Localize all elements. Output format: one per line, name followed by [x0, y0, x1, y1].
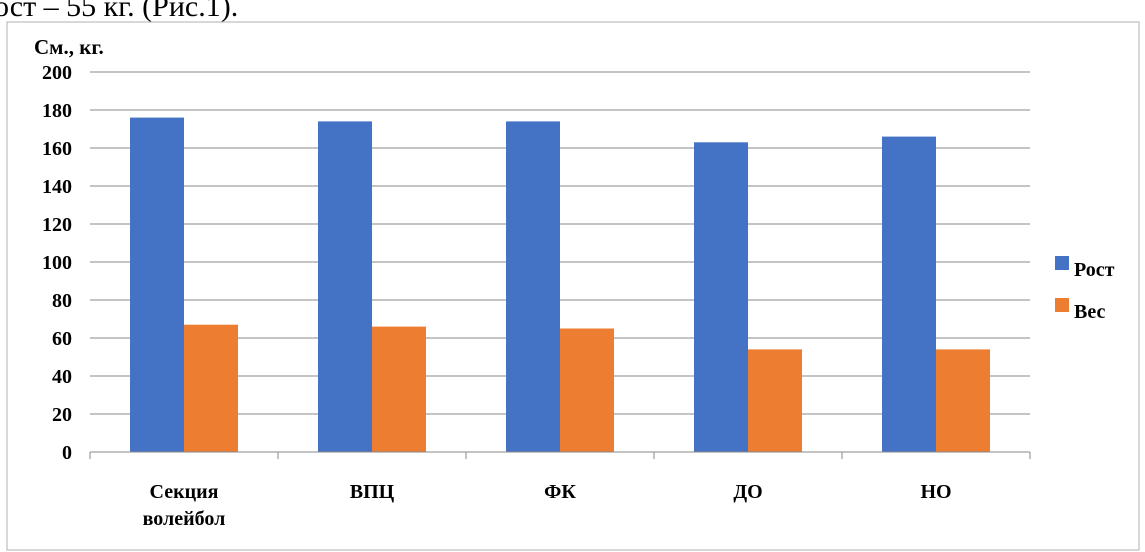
y-tick-label: 180	[42, 100, 72, 122]
bar-rost	[130, 117, 184, 452]
y-tick-label: 200	[42, 62, 72, 84]
bar-rost	[318, 121, 372, 453]
y-tick-label: 160	[42, 138, 72, 160]
bar-ves	[936, 349, 990, 452]
y-tick-labels: 0 20 40 60 80 100 120 140 160 180 200	[42, 62, 72, 464]
gridlines	[90, 71, 1030, 415]
y-tick-label: 100	[42, 252, 72, 274]
x-tick-label: НО	[920, 481, 951, 503]
y-tick-label: 40	[52, 366, 72, 388]
bar-rost	[694, 142, 748, 453]
bar-rost	[506, 121, 560, 453]
chart-frame	[6, 21, 1140, 551]
x-tick-label: ФК	[544, 481, 576, 503]
y-tick-label: 120	[42, 214, 72, 236]
x-tick-label: ДО	[733, 481, 762, 503]
bar-ves	[184, 324, 238, 452]
x-tick-label: Секция волейбол	[143, 481, 226, 530]
y-tick-label: 80	[52, 290, 72, 312]
legend-label: Рост	[1074, 259, 1115, 281]
y-tick-label: 0	[62, 442, 72, 464]
legend-label: Вес	[1074, 301, 1105, 323]
legend-swatch	[1055, 298, 1069, 312]
bars	[130, 117, 990, 453]
x-axis	[89, 451, 1031, 459]
bar-ves	[560, 328, 614, 452]
x-tick-label: ВПЦ	[350, 481, 395, 503]
header-text-fragment: ост – 55 кг. (Рис.1).	[0, 0, 238, 23]
legend-swatch	[1055, 256, 1069, 270]
x-tick-labels: Секция волейбол ВПЦ ФК ДО НО	[143, 481, 952, 530]
bar-rost	[882, 136, 936, 452]
y-tick-label: 140	[42, 176, 72, 198]
bar-ves	[372, 326, 426, 452]
bar-ves	[748, 349, 802, 452]
y-tick-label: 20	[52, 404, 72, 426]
y-axis-label: См., кг.	[34, 35, 104, 59]
y-tick-label: 60	[52, 328, 72, 350]
legend: Рост Вес	[1055, 256, 1115, 323]
